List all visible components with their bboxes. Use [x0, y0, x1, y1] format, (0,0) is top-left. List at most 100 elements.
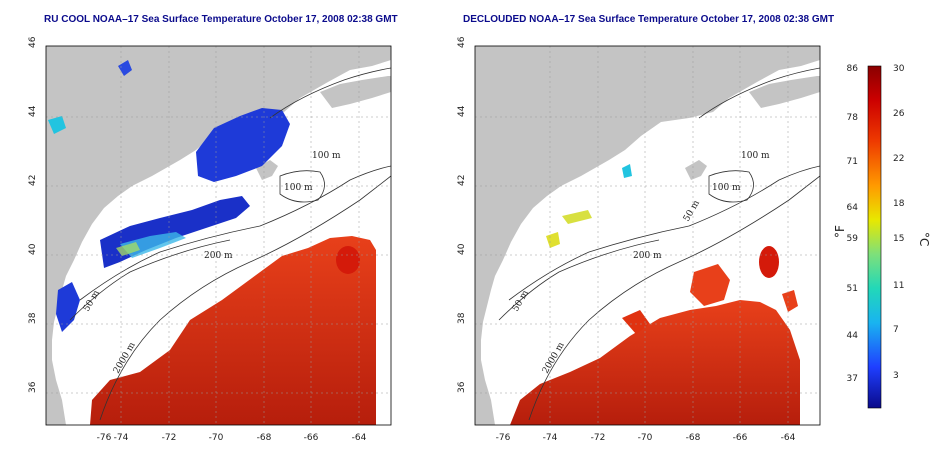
graticule [46, 46, 391, 425]
left-panel: RU COOL NOAA–17 Sea Surface Temperature … [28, 14, 398, 443]
cyan-patch [622, 164, 632, 178]
c-tick-label: 3 [893, 371, 899, 381]
y-tick-label: 36 [457, 381, 467, 393]
cold-water-coast [56, 282, 80, 332]
c-tick-label: 15 [893, 234, 904, 244]
graticule [475, 46, 820, 425]
x-tick-label: -72 [591, 433, 606, 443]
contour-100m-inner [708, 170, 754, 203]
c-tick-label: 7 [893, 325, 899, 335]
y-tick-label: 38 [28, 312, 38, 324]
x-tick-label: -66 [733, 433, 748, 443]
x-tick-label: -74 [114, 433, 129, 443]
contour-100m-inner [279, 170, 325, 203]
cool-water-band [120, 232, 186, 258]
f-tick-label: 71 [847, 157, 858, 167]
warm-patch [622, 310, 650, 334]
f-tick-label: 78 [847, 113, 859, 123]
y-tick-label: 40 [457, 243, 467, 255]
y-tick-label: 46 [457, 36, 467, 48]
x-tick-label: -74 [543, 433, 558, 443]
mild-water-patch [562, 210, 592, 224]
land-mass [475, 46, 820, 425]
x-tick-label: -70 [209, 433, 224, 443]
contour-label: 100 m [741, 151, 770, 161]
nova-scotia [749, 76, 820, 108]
contour-50m [498, 239, 660, 321]
contour-50m [69, 239, 231, 321]
celsius-unit-label: °C [917, 232, 931, 246]
right-panel-title: DECLOUDED NOAA–17 Sea Surface Temperatur… [463, 14, 834, 25]
warm-eddy [759, 246, 779, 278]
x-tick-label: -76 [496, 433, 511, 443]
f-tick-label: 37 [847, 374, 858, 384]
x-tick-label: -64 [781, 433, 796, 443]
y-tick-label: 36 [28, 381, 38, 393]
x-tick-label: -76 [97, 433, 112, 443]
x-tick-label: -68 [257, 433, 272, 443]
contour-2000m [528, 175, 820, 421]
contour-label: 200 m [204, 251, 233, 261]
left-map: 100 m 100 m 200 m 50 m 2000 m [46, 46, 391, 425]
c-tick-label: 26 [893, 109, 905, 119]
f-tick-label: 86 [847, 64, 859, 74]
warm-water [510, 300, 800, 425]
celsius-scale: 30 26 22 18 15 11 7 3 [893, 64, 905, 381]
mild-water-band [116, 242, 140, 256]
y-tick-label: 38 [457, 312, 467, 324]
nova-scotia [320, 76, 391, 108]
c-tick-label: 11 [893, 281, 904, 291]
y-axis: 46 44 42 40 38 36 [457, 36, 467, 393]
warm-eddy [336, 246, 360, 274]
f-tick-label: 51 [847, 284, 858, 294]
contour-2000m [99, 175, 391, 421]
x-tick-label: -68 [686, 433, 701, 443]
cold-water-gom [196, 108, 290, 182]
contour-label: 100 m [712, 183, 741, 193]
y-tick-label: 42 [457, 175, 467, 186]
right-panel: DECLOUDED NOAA–17 Sea Surface Temperatur… [457, 14, 834, 443]
contour-label: 100 m [312, 151, 341, 161]
y-tick-label: 42 [28, 175, 38, 186]
f-tick-label: 64 [847, 203, 859, 213]
contour-label: 100 m [284, 183, 313, 193]
warm-patch [782, 290, 798, 312]
c-tick-label: 22 [893, 154, 904, 164]
fahrenheit-unit-label: °F [833, 225, 847, 238]
f-tick-label: 59 [847, 234, 859, 244]
x-tick-label: -70 [638, 433, 653, 443]
colorbar-gradient [867, 65, 882, 409]
y-tick-label: 46 [28, 36, 38, 48]
land-mass [46, 46, 391, 425]
warm-water [90, 236, 376, 425]
c-tick-label: 18 [893, 199, 905, 209]
contour-200m [508, 165, 820, 301]
c-tick-label: 30 [893, 64, 905, 74]
y-axis: 46 44 42 40 38 36 [28, 36, 38, 393]
contour-200m [79, 165, 391, 301]
mild-water-patch [546, 232, 560, 248]
y-tick-label: 44 [457, 105, 467, 117]
colorbar: 86 78 71 64 59 51 44 37 30 26 22 18 15 1… [833, 64, 931, 409]
x-axis: -76 -74 -72 -70 -68 -66 -64 [97, 433, 367, 443]
fahrenheit-scale: 86 78 71 64 59 51 44 37 [847, 64, 859, 384]
x-axis: -76 -74 -72 -70 -68 -66 -64 [496, 433, 796, 443]
right-map: 100 m 100 m 50 m 200 m 50 m 2000 m [475, 46, 820, 425]
x-tick-label: -64 [352, 433, 367, 443]
contour-100m [269, 67, 391, 119]
y-tick-label: 44 [28, 105, 38, 117]
warm-patch [690, 264, 730, 306]
map-frame [474, 45, 821, 426]
contour-100m [698, 67, 820, 119]
contour-label: 200 m [633, 251, 662, 261]
y-tick-label: 40 [28, 243, 38, 255]
cyan-patch [48, 116, 66, 134]
x-tick-label: -66 [304, 433, 319, 443]
left-panel-title: RU COOL NOAA–17 Sea Surface Temperature … [44, 14, 398, 25]
f-tick-label: 44 [847, 331, 859, 341]
map-frame [45, 45, 392, 426]
cold-water-north [118, 60, 132, 76]
x-tick-label: -72 [162, 433, 177, 443]
cape-cod [685, 160, 707, 180]
